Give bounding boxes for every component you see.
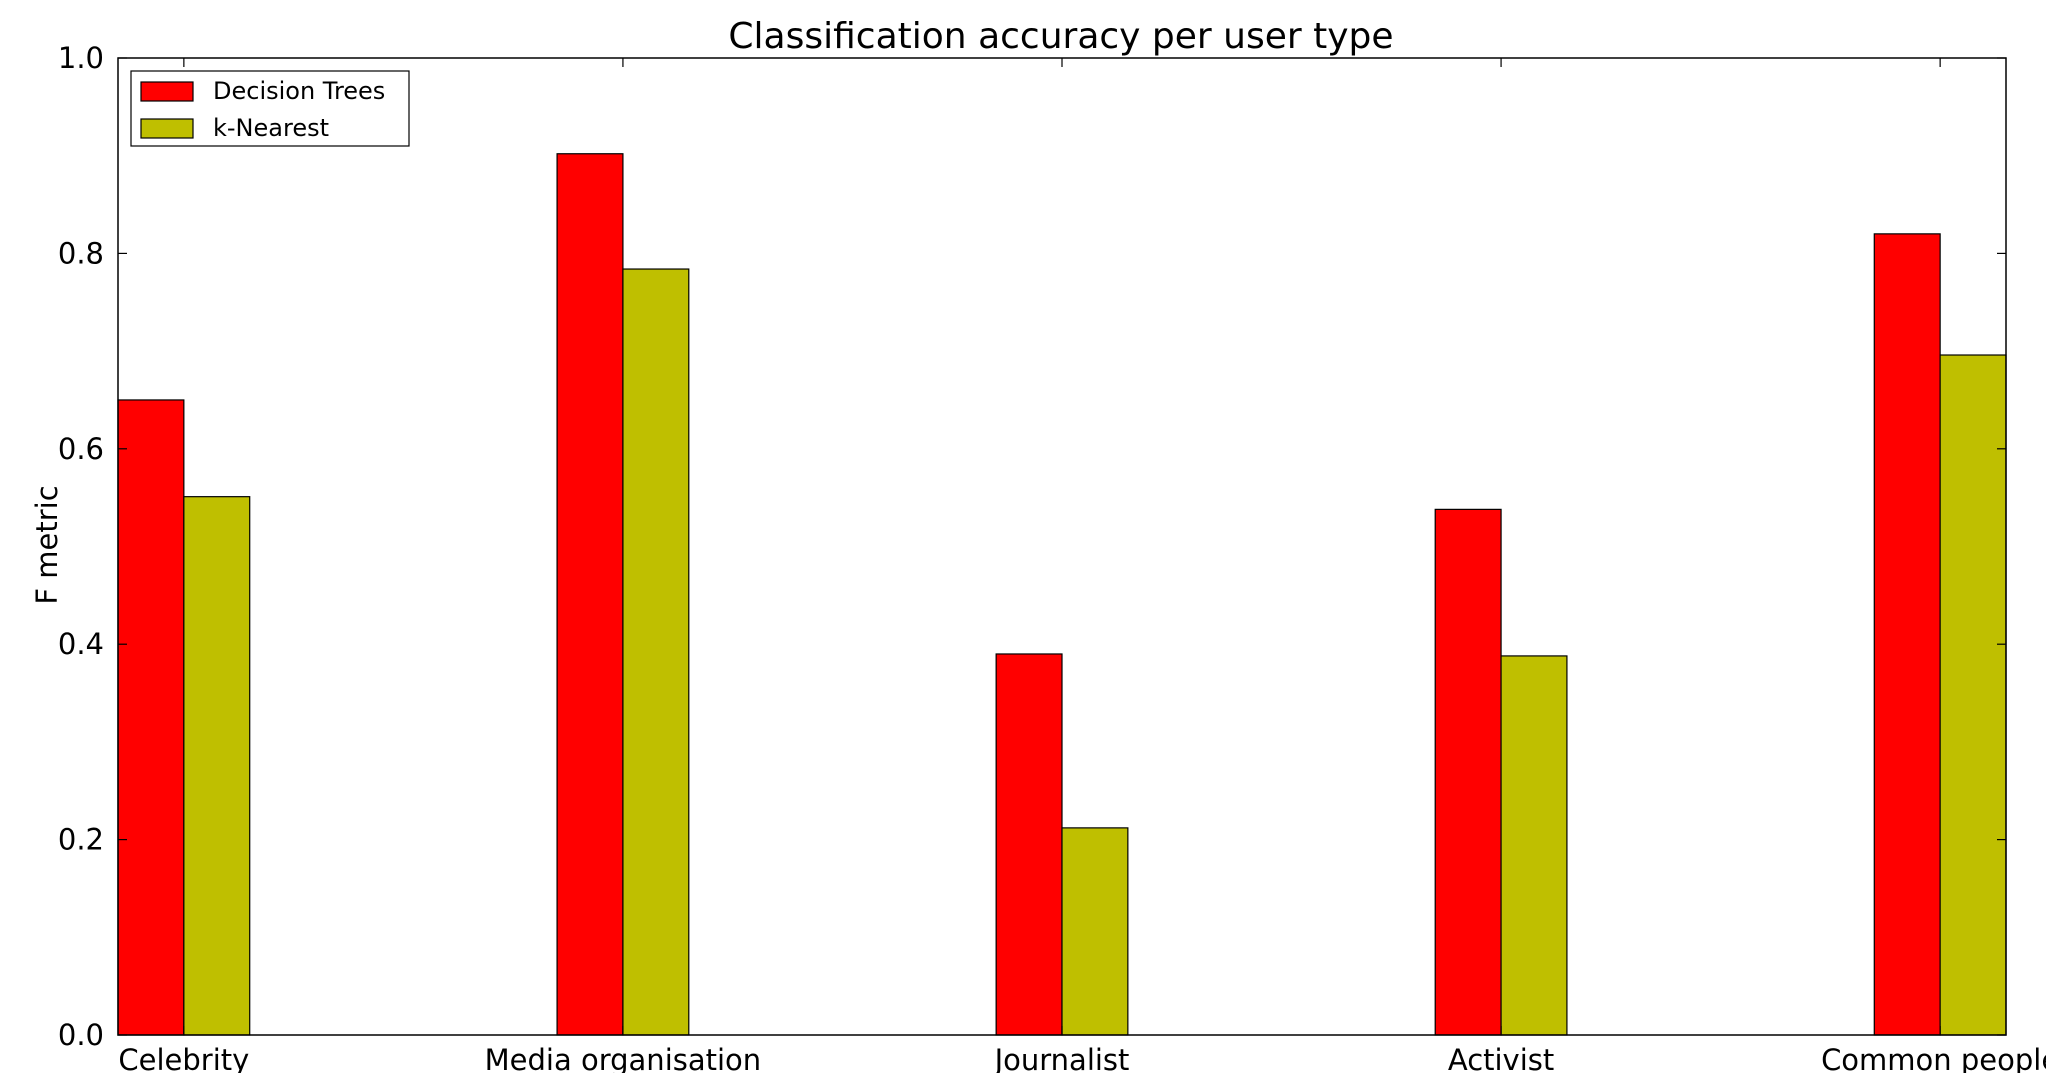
legend-swatch-0 bbox=[140, 81, 194, 102]
bars-layer bbox=[117, 153, 2007, 1036]
legend-label-1: k-Nearest bbox=[213, 114, 329, 142]
bar-decision-trees-0 bbox=[117, 399, 185, 1036]
plot-area-frame bbox=[117, 57, 2007, 1036]
y-tick-label: 1.0 bbox=[58, 41, 104, 75]
y-tick-label: 0.8 bbox=[58, 236, 104, 270]
x-tick-label: Common people bbox=[1821, 1043, 2046, 1073]
x-tick-label: Media organisation bbox=[485, 1043, 762, 1073]
legend-swatch-1 bbox=[140, 118, 194, 139]
chart-title: Classification accuracy per user type bbox=[728, 16, 1393, 57]
bar-decision-trees-3 bbox=[1434, 508, 1502, 1036]
bar-k-nearest-4 bbox=[1939, 354, 2007, 1036]
bar-decision-trees-2 bbox=[995, 653, 1063, 1036]
bar-decision-trees-1 bbox=[556, 153, 624, 1036]
bar-k-nearest-1 bbox=[622, 268, 690, 1036]
ticks-layer: 0.0 0.2 0.4 0.6 0.8 1.0 Celebrity Media organis… bbox=[58, 41, 2046, 1077]
bar-decision-trees-4 bbox=[1873, 233, 1941, 1036]
y-tick-label: 0.2 bbox=[58, 823, 104, 857]
y-tick-label: 0.4 bbox=[58, 627, 104, 661]
y-axis-label: F metric bbox=[30, 485, 64, 604]
y-tick-label: 0.0 bbox=[58, 1018, 104, 1052]
legend: Decision Trees k-Nearest bbox=[130, 70, 410, 147]
legend-label-0: Decision Trees bbox=[213, 77, 385, 105]
y-tick-label: 0.6 bbox=[58, 432, 104, 466]
x-tick-label: Activist bbox=[1448, 1043, 1554, 1073]
bar-k-nearest-2 bbox=[1061, 827, 1129, 1036]
x-tick-label: Journalist bbox=[993, 1043, 1130, 1073]
x-tick-label: Celebrity bbox=[118, 1043, 249, 1073]
bar-k-nearest-3 bbox=[1500, 655, 1568, 1036]
bar-k-nearest-0 bbox=[183, 496, 251, 1036]
